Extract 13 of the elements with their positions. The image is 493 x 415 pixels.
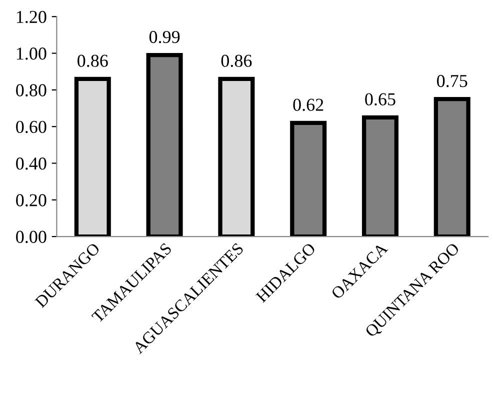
data-label: 0.86	[78, 54, 108, 67]
y-tick-label: 0.40	[16, 157, 46, 170]
data-label: 0.86	[221, 54, 252, 67]
y-tick-label: 1.00	[16, 48, 46, 60]
y-tick-label: 0.80	[16, 84, 46, 96]
data-label: 0.65	[365, 93, 396, 106]
data-label: 0.99	[149, 30, 180, 44]
y-tick-label: 1.20	[16, 10, 46, 24]
y-tick-label: 0.00	[16, 230, 46, 244]
data-label: 0.62	[293, 98, 324, 111]
data-label: 0.75	[437, 74, 468, 88]
y-tick-label: 0.60	[16, 120, 46, 134]
y-tick-label: 0.20	[16, 194, 46, 206]
